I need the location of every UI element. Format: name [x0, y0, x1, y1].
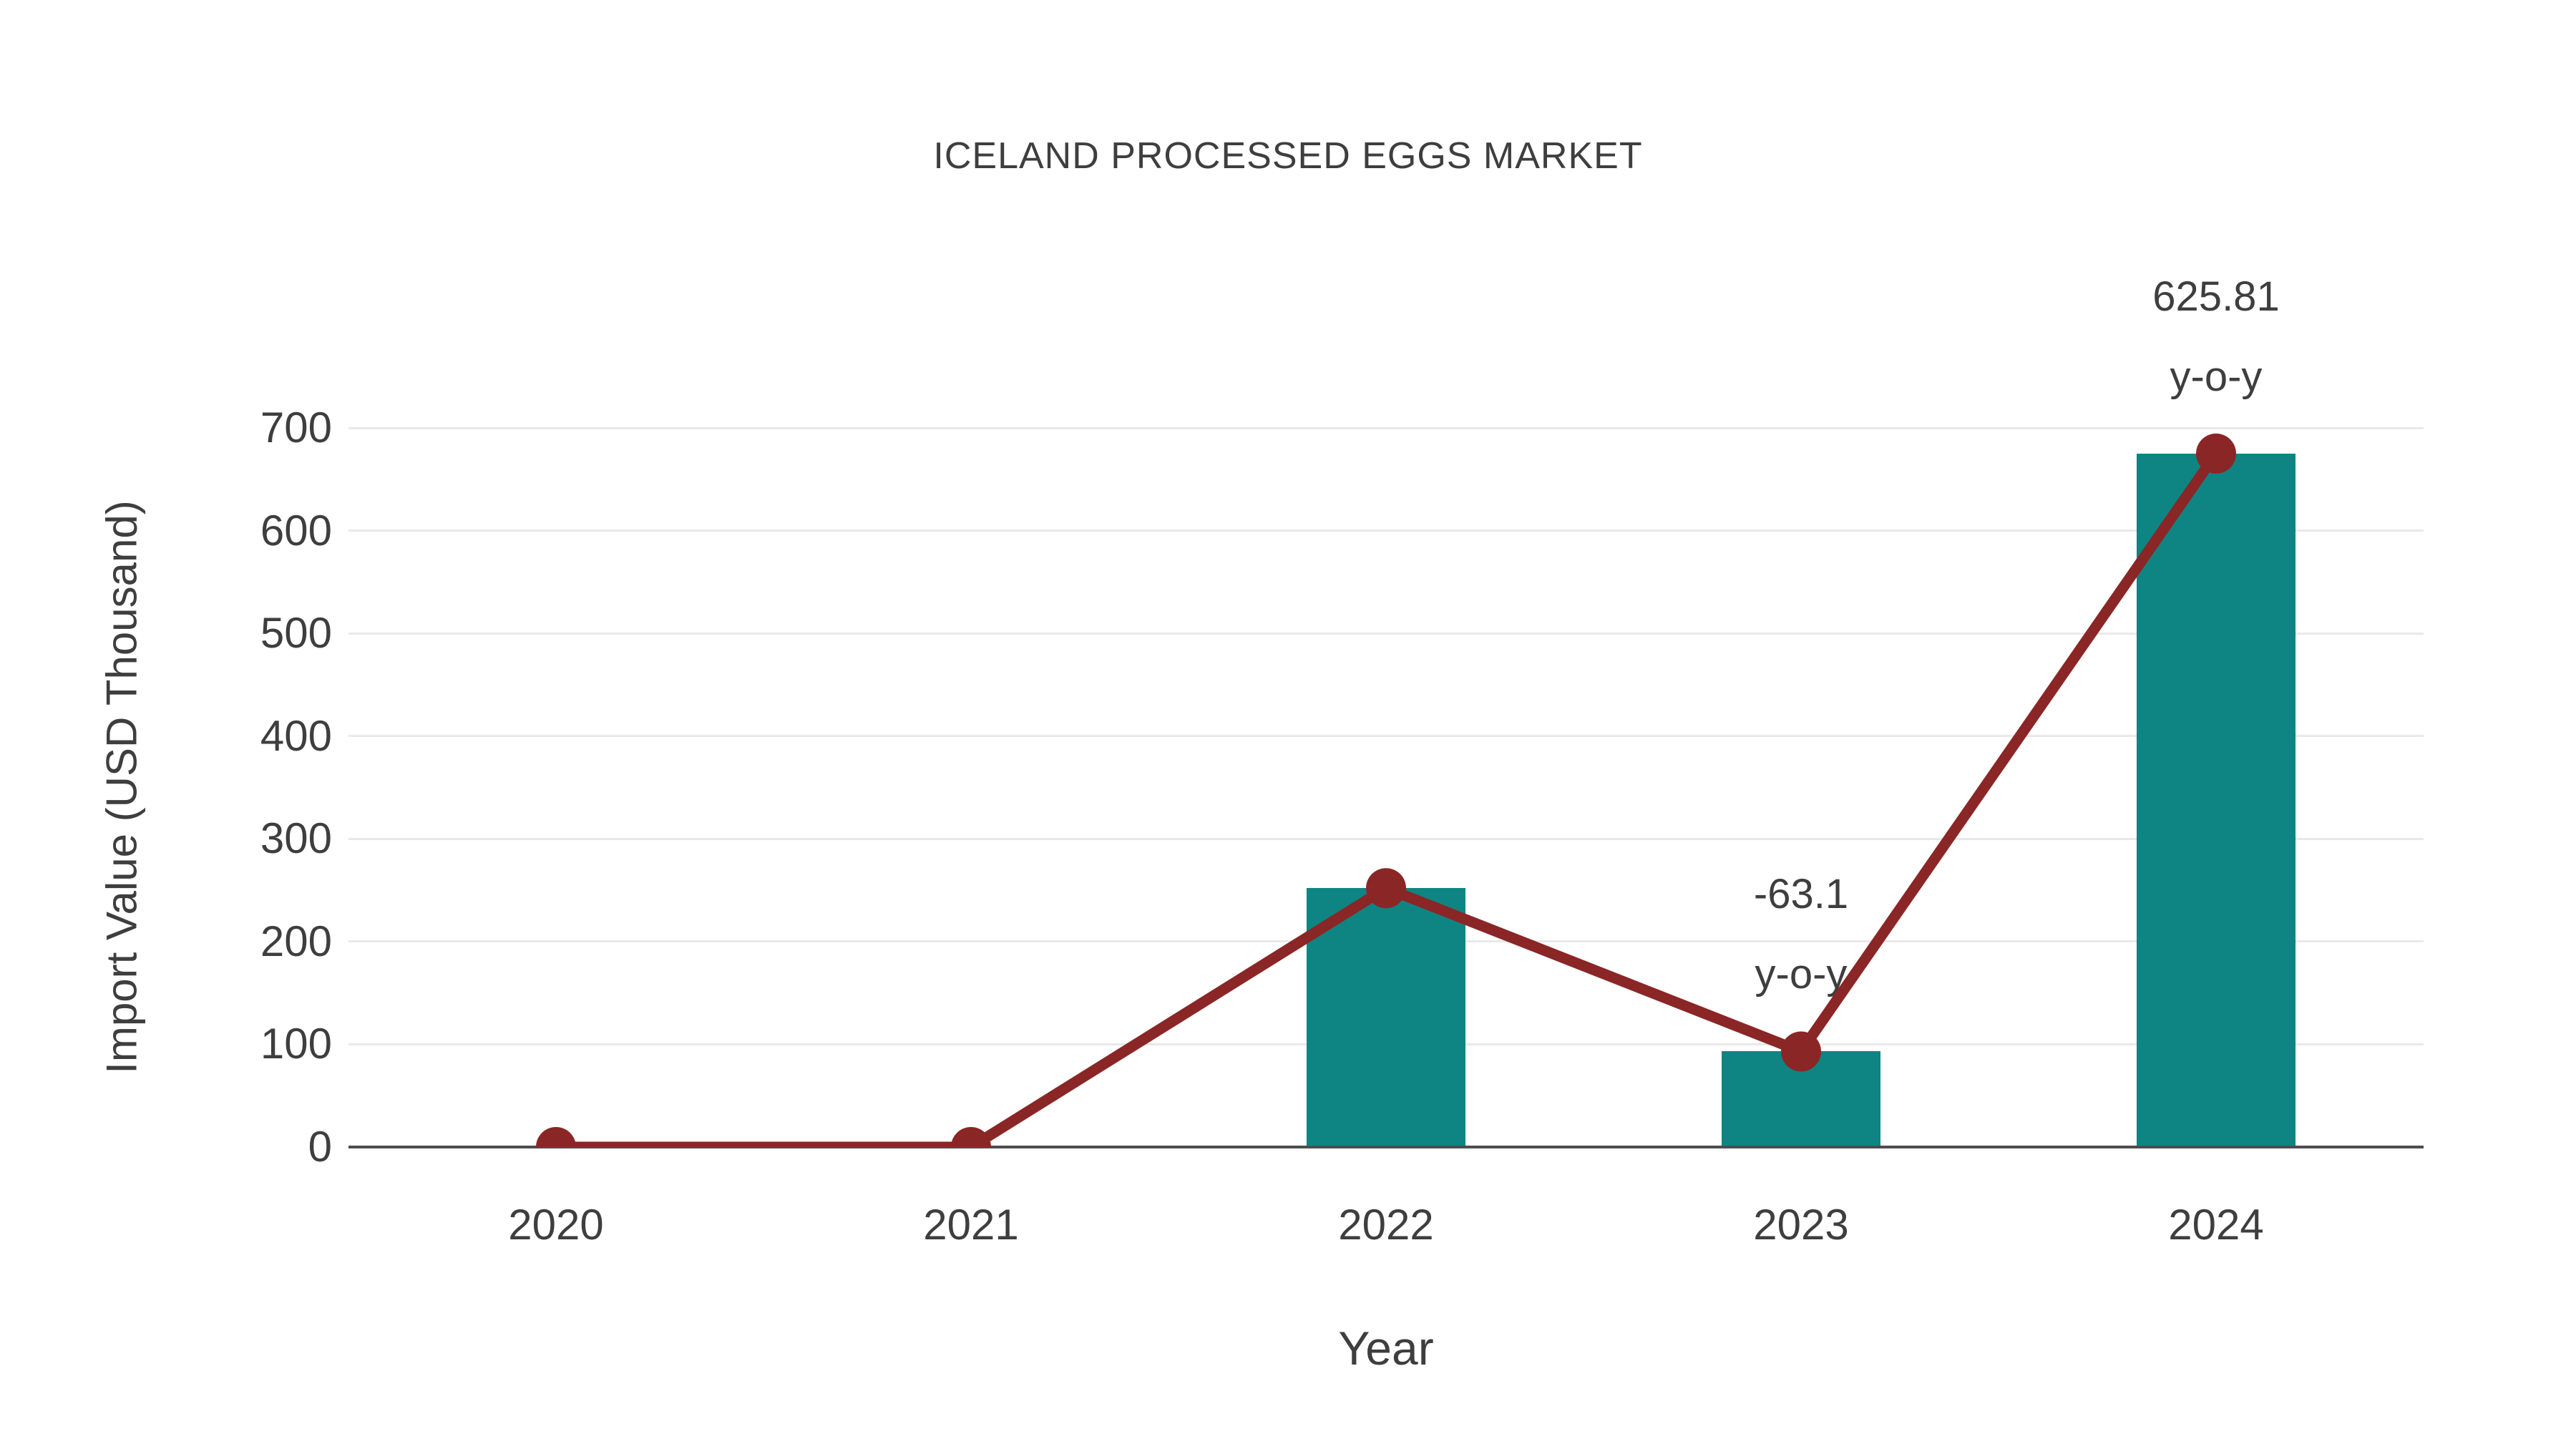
y-tick-label-600: 600 [260, 506, 332, 555]
y-tick-label-400: 400 [260, 711, 332, 760]
x-tick-label-2022: 2022 [1338, 1201, 1434, 1249]
y-tick-label-700: 700 [260, 404, 332, 452]
annotation-2023-line-2: y-o-y [1755, 951, 1848, 998]
x-tick-label-2024: 2024 [2168, 1201, 2264, 1249]
plot-area [348, 426, 2424, 1148]
y-tick-label-300: 300 [260, 814, 332, 863]
x-tick-label-2023: 2023 [1753, 1201, 1849, 1249]
data-point-2021 [951, 1127, 991, 1147]
y-tick-label-100: 100 [260, 1020, 332, 1068]
annotation-2024-line-1: 625.81 [2152, 273, 2280, 320]
gridline-700 [348, 426, 2424, 429]
data-point-2023 [1781, 1031, 1821, 1072]
x-tick-label-2020: 2020 [508, 1201, 604, 1249]
annotation-2023: -63.1 y-o-y [1572, 854, 2030, 1015]
bar-2022 [1307, 888, 1465, 1147]
trend-line [556, 450, 2221, 1147]
bar-2024 [2137, 453, 2296, 1147]
x-axis-tick-labels: 2020 2021 2022 2023 2024 [348, 1204, 2424, 1261]
trend-line-layer [536, 433, 2236, 1147]
gridline-400 [348, 735, 2424, 738]
annotation-2024: 625.81 y-o-y [1987, 257, 2445, 417]
gridline-600 [348, 530, 2424, 532]
gridline-500 [348, 632, 2424, 635]
y-tick-label-0: 0 [308, 1123, 332, 1171]
data-point-2020 [536, 1127, 576, 1147]
data-point-2024 [2196, 433, 2236, 474]
annotation-2023-line-1: -63.1 [1753, 871, 1849, 918]
x-axis-title: Year [1338, 1322, 1434, 1375]
chart-title: ICELAND PROCESSED EGGS MARKET [933, 135, 1643, 177]
y-axis-tick-labels: 0 100 200 300 400 500 600 700 [0, 406, 332, 1169]
annotation-2024-line-2: y-o-y [2170, 353, 2263, 400]
x-axis-line [348, 1146, 2424, 1148]
y-tick-label-500: 500 [260, 609, 332, 658]
gridline-300 [348, 837, 2424, 840]
y-tick-label-200: 200 [260, 917, 332, 965]
data-point-2022 [1366, 868, 1406, 909]
x-tick-label-2021: 2021 [923, 1201, 1019, 1249]
